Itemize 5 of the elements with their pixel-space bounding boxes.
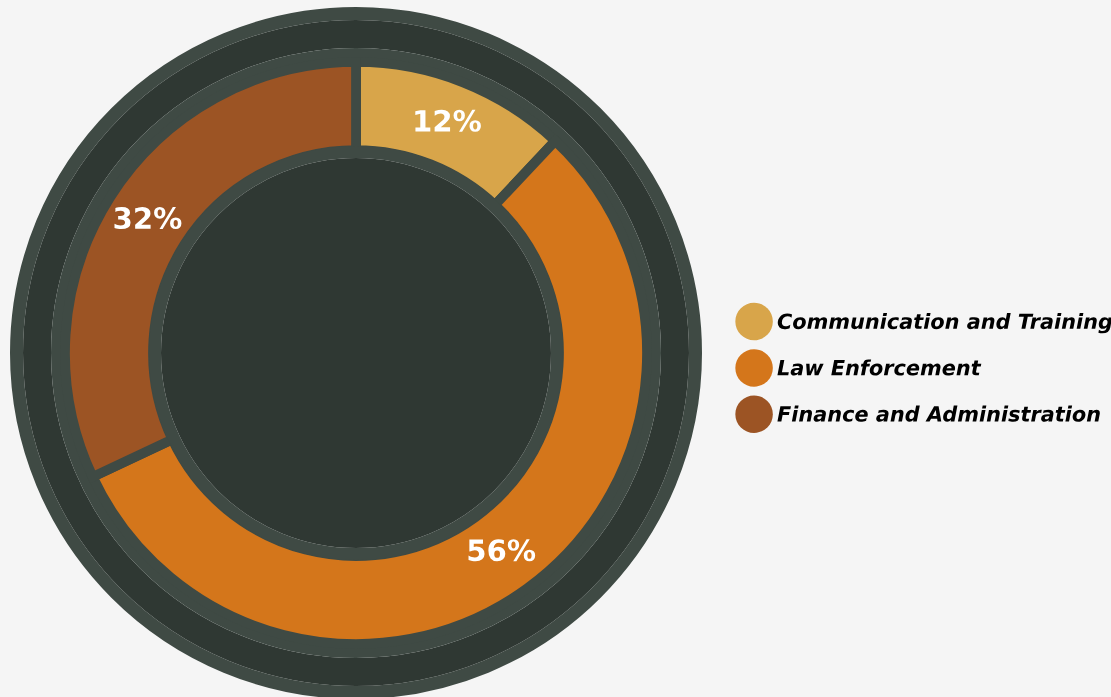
data-label: 32% <box>114 207 182 230</box>
data-label: 12% <box>415 109 481 132</box>
legend-label: Law Enforcement <box>777 359 982 376</box>
legend-label: Finance and Administration <box>777 405 1100 422</box>
data-label: 56% <box>468 539 536 562</box>
